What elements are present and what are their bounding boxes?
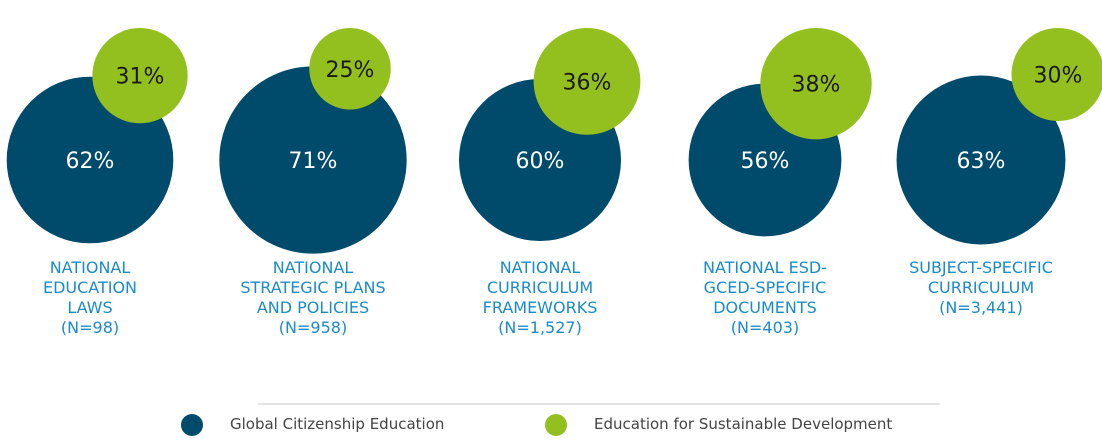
category-label: NATIONAL EDUCATION LAWS (N=98) [30, 258, 150, 338]
sample-size: (N=3,441) [939, 298, 1023, 317]
bubble [219, 66, 407, 254]
bubble [760, 27, 872, 140]
value-label: 71% [289, 149, 338, 174]
sample-size: (N=403) [730, 318, 800, 337]
category-label: NATIONAL CURRICULUM FRAMEWORKS (N=1,527) [455, 258, 625, 338]
bubble [1011, 28, 1102, 121]
bubble [896, 75, 1066, 245]
category-name: SUBJECT-SPECIFIC CURRICULUM [909, 258, 1053, 297]
value-label: 60% [516, 149, 565, 174]
value-label: 31% [116, 65, 165, 90]
category-name: NATIONAL STRATEGIC PLANS AND POLICIES [240, 258, 386, 317]
sample-size: (N=958) [278, 318, 348, 337]
value-label: 63% [957, 149, 1006, 174]
bubble [309, 28, 391, 110]
category-label: NATIONAL ESD-GCED-SPECIFIC DOCUMENTS (N=4… [690, 258, 840, 338]
value-label: 25% [326, 58, 375, 83]
legend-swatch [181, 414, 203, 436]
value-label: 56% [741, 149, 790, 174]
value-label: 36% [563, 70, 612, 95]
value-label: 38% [792, 73, 841, 98]
value-label: 62% [66, 149, 115, 174]
sample-size: (N=98) [60, 318, 120, 337]
legend-label: Global Citizenship Education [230, 415, 445, 433]
legend-label: Education for Sustainable Development [594, 415, 893, 433]
bubble [92, 28, 188, 124]
category-name: NATIONAL EDUCATION LAWS [42, 258, 138, 317]
category-name: NATIONAL ESD-GCED-SPECIFIC DOCUMENTS [702, 258, 828, 317]
category-label: SUBJECT-SPECIFIC CURRICULUM (N=3,441) [896, 258, 1066, 318]
legend-swatch [545, 414, 567, 436]
category-label: NATIONAL STRATEGIC PLANS AND POLICIES (N=… [228, 258, 398, 338]
bubble [533, 28, 641, 135]
category-name: NATIONAL CURRICULUM FRAMEWORKS [482, 258, 598, 317]
value-label: 30% [1034, 64, 1083, 89]
sample-size: (N=1,527) [498, 318, 582, 337]
